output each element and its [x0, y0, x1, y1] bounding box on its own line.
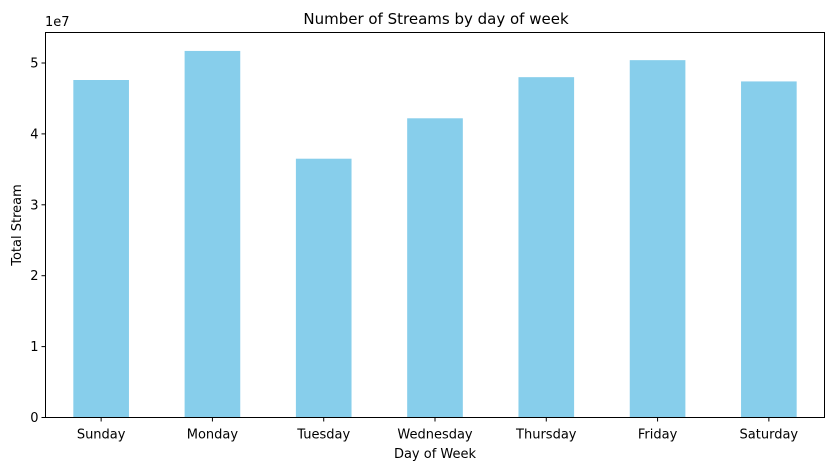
y-axis-label: Total Stream — [10, 184, 25, 267]
x-tick-label: Wednesday — [397, 428, 473, 443]
y-axis-offset-label: 1e7 — [45, 15, 70, 30]
bar-sunday — [73, 80, 129, 418]
y-axis-ticks: 0 1 2 3 4 5 — [30, 56, 46, 426]
bar-saturday — [741, 81, 797, 418]
x-axis-label: Day of Week — [394, 447, 477, 462]
x-axis-ticks: Sunday Monday Tuesday Wednesday Thursday Frid… — [77, 417, 799, 443]
chart-title: Number of Streams by day of week — [303, 10, 569, 28]
bar-thursday — [518, 77, 575, 418]
bars-group — [73, 50, 797, 418]
y-tick-label: 4 — [30, 127, 38, 142]
y-tick-label: 3 — [30, 198, 38, 213]
x-tick-label: Saturday — [740, 428, 799, 443]
x-tick-label: Tuesday — [296, 428, 350, 443]
bar-monday — [184, 50, 241, 418]
y-tick-label: 1 — [30, 340, 38, 355]
plot-frame — [45, 32, 825, 418]
y-tick-label: 2 — [30, 269, 38, 284]
x-tick-label: Friday — [638, 428, 678, 443]
y-tick-label: 0 — [30, 411, 38, 426]
x-tick-label: Thursday — [515, 428, 577, 443]
x-tick-label: Monday — [187, 428, 239, 443]
bar-wednesday — [407, 118, 463, 418]
bar-tuesday — [295, 158, 352, 418]
bar-friday — [629, 60, 686, 418]
y-tick-label: 5 — [30, 56, 38, 71]
x-tick-label: Sunday — [77, 428, 126, 443]
